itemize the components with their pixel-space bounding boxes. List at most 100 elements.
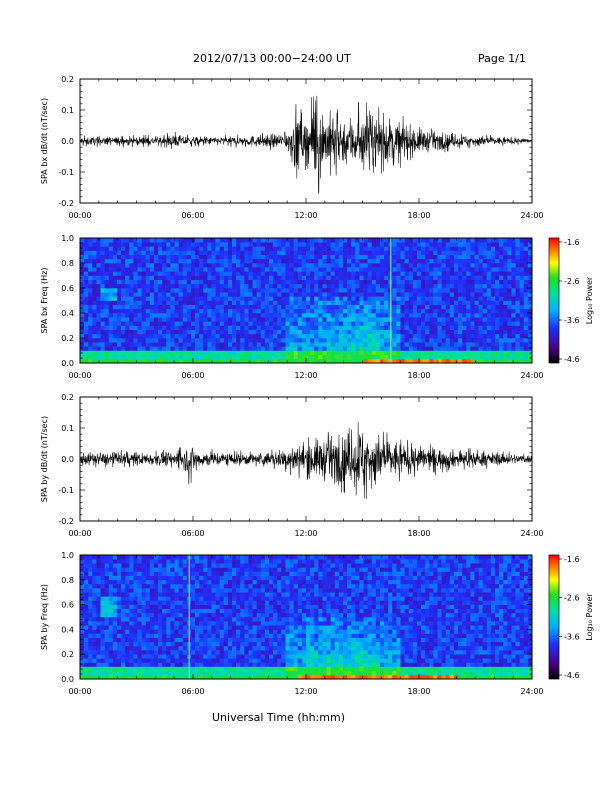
spectrogram-cell xyxy=(162,658,167,663)
spectrogram-cell xyxy=(449,250,455,255)
spectrogram-cell xyxy=(264,321,270,326)
spectrogram-cell xyxy=(248,279,253,285)
spectrogram-cell xyxy=(207,238,212,243)
spectrogram-cell xyxy=(112,629,118,634)
spectrogram-cell xyxy=(141,271,147,276)
spectrogram-cell xyxy=(88,342,93,347)
spectrogram-cell xyxy=(277,674,282,680)
spectrogram-cell xyxy=(88,300,93,305)
spectrogram-cell xyxy=(211,571,216,576)
spectrogram-cell xyxy=(264,662,270,667)
spectrogram-cell xyxy=(273,555,278,560)
spectrogram-cell xyxy=(129,662,134,667)
spectrogram-cell xyxy=(437,292,442,297)
spectrogram-cell xyxy=(92,292,97,297)
spectrogram-cell xyxy=(433,279,438,285)
spectrogram-cell xyxy=(490,271,496,276)
spectrogram-cell xyxy=(260,238,266,243)
spectrogram-cell xyxy=(453,242,459,247)
spectrogram-cell xyxy=(445,346,451,351)
spectrogram-cell xyxy=(133,567,138,572)
spectrogram-cell xyxy=(441,358,447,364)
spectrogram-cell xyxy=(158,258,163,264)
spectrogram-cell xyxy=(116,596,122,601)
spectrogram-cell xyxy=(182,670,188,676)
spectrogram-cell xyxy=(478,258,483,264)
spectrogram-cell xyxy=(495,275,500,280)
spectrogram-cell xyxy=(149,246,155,251)
spectrogram-cell xyxy=(215,313,221,318)
spectrogram-cell xyxy=(178,258,184,264)
spectrogram-cell xyxy=(96,267,101,272)
spectrogram-cell xyxy=(527,271,533,276)
spectrogram-cell xyxy=(277,325,282,330)
spectrogram-cell xyxy=(207,650,212,655)
spectrogram-cell xyxy=(466,275,471,280)
spectrogram-cell xyxy=(178,288,184,293)
spectrogram-cell xyxy=(174,271,179,276)
spectrogram-cell xyxy=(379,333,385,339)
spectrogram-cell xyxy=(281,629,286,634)
spectrogram-cell xyxy=(269,604,274,610)
spectrogram-cell xyxy=(104,621,110,626)
spectrogram-cell xyxy=(470,304,475,310)
spectrogram-cell xyxy=(80,608,85,614)
spectrogram-cell xyxy=(108,600,114,605)
spectrogram-cell xyxy=(264,633,270,638)
spectrogram-cell xyxy=(281,313,286,318)
spectrogram-cell xyxy=(474,325,479,330)
spectrogram-cell xyxy=(511,329,516,335)
spectrogram-cell xyxy=(211,263,216,268)
spectrogram-cell xyxy=(260,563,266,568)
spectrogram-cell xyxy=(363,329,368,335)
spectrogram-cell xyxy=(116,575,122,581)
spectrogram-cell xyxy=(100,621,105,626)
spectrogram-cell xyxy=(219,645,225,651)
spectrogram-cell xyxy=(256,567,262,572)
spectrogram-cell xyxy=(314,346,319,351)
spectrogram-cell xyxy=(227,308,233,314)
spectrogram-cell xyxy=(466,354,471,360)
spectrogram-cell xyxy=(223,238,229,243)
spectrogram-cell xyxy=(215,292,221,297)
spectrogram-cell xyxy=(88,358,93,364)
spectrogram-cell xyxy=(84,666,89,672)
spectrogram-cell xyxy=(186,342,192,347)
spectrogram-cell xyxy=(326,250,331,255)
spectrogram-cell xyxy=(195,588,200,593)
spectrogram-cell xyxy=(104,275,110,280)
spectrogram-cell xyxy=(137,583,142,589)
spectrogram-cell xyxy=(149,267,155,272)
spectrogram-cell xyxy=(203,641,208,647)
spectrogram-cell xyxy=(384,321,389,326)
spectrogram-cell xyxy=(314,304,319,310)
spectrogram-cell xyxy=(248,254,253,260)
spectrogram-cell xyxy=(100,300,105,305)
spectrogram-cell xyxy=(141,338,147,343)
spectrogram-cell xyxy=(104,650,110,655)
spectrogram-cell xyxy=(153,267,159,272)
spectrogram-cell xyxy=(149,633,155,638)
spectrogram-cell xyxy=(145,333,151,339)
spectrogram-cell xyxy=(199,563,204,568)
spectrogram-cell xyxy=(80,658,85,663)
spectrogram-cell xyxy=(92,238,97,243)
spectrogram-cell xyxy=(174,596,179,601)
spectrogram-cell xyxy=(367,254,373,260)
spectrogram-cell xyxy=(121,288,126,293)
spectrogram-cell xyxy=(396,288,401,293)
spectrogram-cell xyxy=(112,258,118,264)
spectrogram-cell xyxy=(462,317,467,322)
spectrogram-cell xyxy=(186,275,192,280)
spectrogram-cell xyxy=(371,354,377,360)
spectrogram-cell xyxy=(462,358,467,364)
spectrogram-cell xyxy=(503,321,508,326)
spectrogram-cell xyxy=(240,658,245,663)
spectrogram-cell xyxy=(211,354,216,360)
spectrogram-cell xyxy=(153,617,159,622)
spectrogram-cell xyxy=(112,288,118,293)
spectrogram-cell xyxy=(219,579,225,585)
spectrogram-cell xyxy=(215,358,221,364)
spectrogram-cell xyxy=(166,583,171,589)
